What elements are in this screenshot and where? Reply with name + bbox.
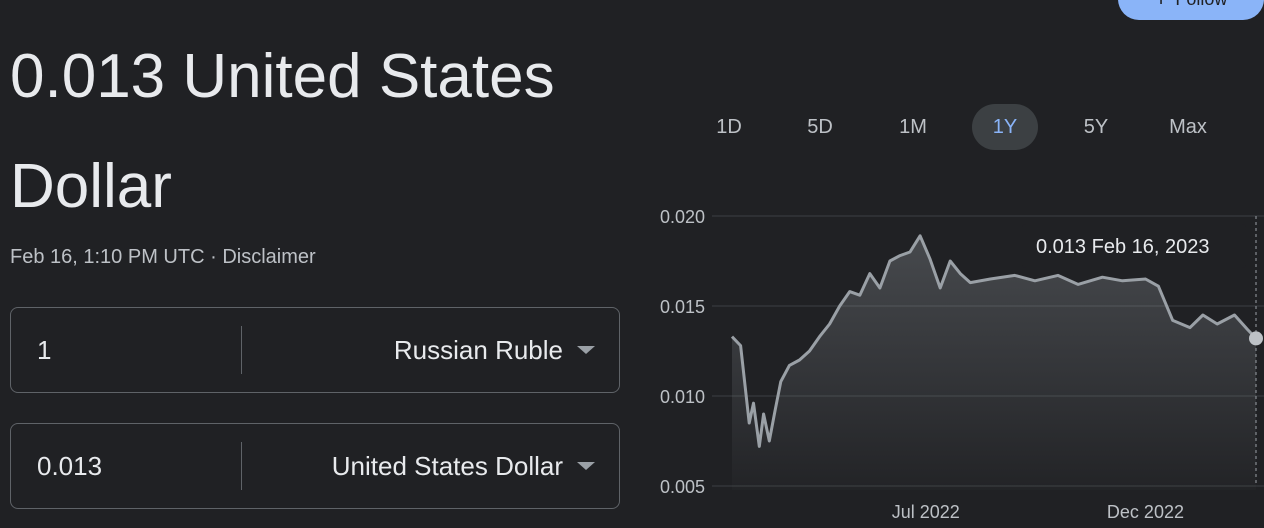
range-tab-max[interactable]: Max xyxy=(1169,115,1207,138)
disclaimer-link[interactable]: Disclaimer xyxy=(222,246,316,268)
to-amount-input[interactable]: 0.013 xyxy=(37,450,103,481)
x-axis-labels: Jul 2022 Dec 2022 xyxy=(892,502,1184,522)
tooltip-text: 0.013 Feb 16, 2023 xyxy=(1036,236,1209,258)
y-tick-label: 0.015 xyxy=(660,297,705,317)
range-tab-5y[interactable]: 5Y xyxy=(1083,115,1109,138)
y-axis-labels: 0.020 0.015 0.010 0.005 xyxy=(660,207,705,497)
dropdown-caret-icon xyxy=(577,346,595,354)
x-tick-label: Dec 2022 xyxy=(1107,502,1184,522)
from-amount-input[interactable]: 1 xyxy=(37,334,52,365)
y-tick-label: 0.010 xyxy=(660,387,705,407)
exchange-rate-chart[interactable]: 0.020 0.015 0.010 0.005 Jul 2022 Dec 2022 0.… xyxy=(640,190,1264,528)
y-tick-label: 0.020 xyxy=(660,207,705,227)
timestamp-line: Feb 16, 1:10 PM UTC · Disclaimer xyxy=(10,246,316,269)
dropdown-caret-icon xyxy=(577,462,595,470)
to-currency-select[interactable]: United States Dollar xyxy=(332,424,595,508)
range-tab-1y[interactable]: 1Y xyxy=(972,104,1038,150)
from-currency-label: Russian Ruble xyxy=(393,334,563,365)
from-currency-select[interactable]: Russian Ruble xyxy=(394,308,595,392)
range-tab-5d[interactable]: 5D xyxy=(807,115,833,138)
meta-separator: · xyxy=(204,246,223,268)
hover-point xyxy=(1249,331,1263,346)
tooltip: 0.013 Feb 16, 2023 xyxy=(1022,224,1246,268)
y-tick-label: 0.005 xyxy=(660,477,705,497)
series-line xyxy=(730,234,1258,448)
x-tick-label: Jul 2022 xyxy=(892,502,960,522)
timestamp: Feb 16, 1:10 PM UTC xyxy=(10,246,205,268)
range-tab-1m[interactable]: 1M xyxy=(899,115,927,138)
series-area xyxy=(732,235,1256,490)
from-currency-row: 1 Russian Ruble xyxy=(10,307,620,393)
follow-button[interactable]: + Follow xyxy=(1118,0,1264,20)
from-divider xyxy=(241,326,242,374)
range-tab-1d[interactable]: 1D xyxy=(716,115,742,138)
to-currency-label: United States Dollar xyxy=(331,450,563,481)
converted-value: 0.013 United States Dollar xyxy=(10,42,555,221)
range-tabs: 1D 5D 1M 1Y 5Y Max xyxy=(684,104,1264,150)
to-divider xyxy=(241,442,242,490)
follow-label: Follow xyxy=(1175,0,1227,10)
to-currency-row: 0.013 United States Dollar xyxy=(10,423,620,509)
plus-icon: + xyxy=(1155,0,1168,10)
